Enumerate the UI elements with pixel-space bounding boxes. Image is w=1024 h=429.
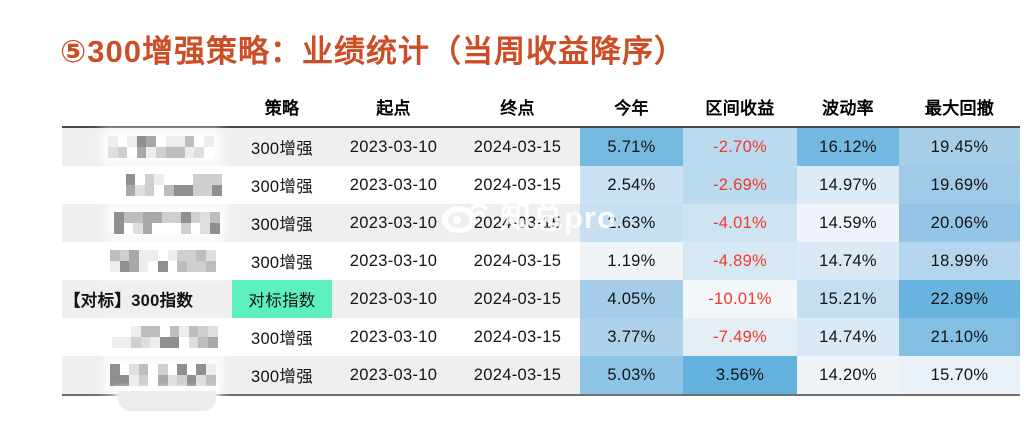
table-header-row: 策略 起点 终点 今年 区间收益 波动率 最大回撤: [62, 86, 1020, 128]
ytd-return-cell: 5.71%: [580, 128, 683, 166]
censored-name-mosaic: [114, 212, 220, 234]
table-row: 300增强 2023-03-10 2024-03-15 3.77% -7.49% 14.7…: [62, 318, 1020, 356]
header-start-date: 起点: [376, 98, 411, 118]
max-drawdown-cell: 18.99%: [899, 242, 1020, 280]
table-row: 【对标】300指数 对标指数 2023-03-10 2024-03-15 4.05% -1…: [62, 280, 1020, 318]
max-drawdown-cell: 19.69%: [899, 166, 1020, 204]
table-row: 300增强 2023-03-10 2024-03-15 2.54% -2.69% 14.9…: [62, 166, 1020, 204]
header-strategy: 策略: [264, 98, 300, 118]
table-body: 300增强 2023-03-10 2024-03-15 5.71% -2.70% 16.1…: [62, 128, 1020, 396]
strategy-cell: 对标指数: [232, 280, 332, 318]
end-date-cell: 2024-03-15: [473, 213, 562, 232]
page-title: ⑤300增强策略：业绩统计（当周收益降序）: [60, 34, 686, 69]
ytd-return-cell: 5.03%: [580, 356, 683, 394]
censored-name-mosaic: [108, 136, 214, 158]
fund-name-cell: [62, 128, 232, 166]
volatility-cell: 14.74%: [797, 242, 899, 280]
table-row: 300增强 2023-03-10 2024-03-15 1.19% -4.89% 14.7…: [62, 242, 1020, 280]
table-row: 300增强 2023-03-10 2024-03-15 5.03% 3.56% 14.20…: [62, 356, 1020, 394]
strategy-cell: 300增强: [250, 330, 314, 348]
volatility-cell: 14.20%: [797, 356, 899, 394]
censored-name-mosaic: [110, 364, 216, 386]
ytd-return-cell: 4.05%: [580, 280, 683, 318]
start-date-cell: 2023-03-10: [349, 327, 438, 346]
interval-return-cell: -4.89%: [683, 242, 797, 280]
ytd-return-cell: 2.63%: [580, 204, 683, 242]
strategy-cell: 300增强: [250, 254, 314, 272]
censor-smudge: [118, 391, 216, 411]
header-ytd: 今年: [614, 98, 649, 118]
max-drawdown-cell: 20.06%: [899, 204, 1020, 242]
interval-return-cell: -10.01%: [683, 280, 797, 318]
max-drawdown-cell: 21.10%: [899, 318, 1020, 356]
interval-return-cell: -2.69%: [683, 166, 797, 204]
interval-return-cell: 3.56%: [683, 356, 797, 394]
volatility-cell: 16.12%: [797, 128, 899, 166]
fund-name-cell: [62, 318, 232, 356]
volatility-cell: 14.59%: [797, 204, 899, 242]
censored-name-mosaic: [116, 174, 222, 196]
header-end-date: 终点: [500, 98, 535, 118]
header-name: [62, 86, 232, 126]
strategy-cell: 300增强: [250, 368, 314, 386]
max-drawdown-cell: 22.89%: [899, 280, 1020, 318]
fund-name-cell: [62, 356, 232, 394]
fund-name-cell: [62, 242, 232, 280]
interval-return-cell: -7.49%: [683, 318, 797, 356]
performance-table: 策略 起点 终点 今年 区间收益 波动率 最大回撤 300增强 2023-03-1…: [62, 86, 1020, 396]
volatility-cell: 14.97%: [797, 166, 899, 204]
end-date-cell: 2024-03-15: [473, 137, 562, 156]
end-date-cell: 2024-03-15: [473, 251, 562, 270]
end-date-cell: 2024-03-15: [473, 365, 562, 384]
max-drawdown-cell: 19.45%: [899, 128, 1020, 166]
strategy-cell: 300增强: [250, 178, 314, 196]
interval-return-cell: -4.01%: [683, 204, 797, 242]
end-date-cell: 2024-03-15: [473, 175, 562, 194]
start-date-cell: 2023-03-10: [349, 137, 438, 156]
header-max-drawdown: 最大回撤: [924, 98, 995, 118]
start-date-cell: 2023-03-10: [349, 213, 438, 232]
table-row: 300增强 2023-03-10 2024-03-15 2.63% -4.01% 14.5…: [62, 204, 1020, 242]
start-date-cell: 2023-03-10: [349, 365, 438, 384]
strategy-cell: 300增强: [250, 140, 314, 158]
ytd-return-cell: 2.54%: [580, 166, 683, 204]
end-date-cell: 2024-03-15: [473, 289, 562, 308]
strategy-cell: 300增强: [250, 216, 314, 234]
fund-name-cell: [62, 204, 232, 242]
max-drawdown-cell: 15.70%: [899, 356, 1020, 394]
table-row: 300增强 2023-03-10 2024-03-15 5.71% -2.70% 16.1…: [62, 128, 1020, 166]
start-date-cell: 2023-03-10: [349, 175, 438, 194]
interval-return-cell: -2.70%: [683, 128, 797, 166]
censored-name-mosaic: [110, 250, 216, 272]
volatility-cell: 14.74%: [797, 318, 899, 356]
end-date-cell: 2024-03-15: [473, 327, 562, 346]
fund-name-cell: [62, 166, 232, 204]
ytd-return-cell: 3.77%: [580, 318, 683, 356]
volatility-cell: 15.21%: [797, 280, 899, 318]
start-date-cell: 2023-03-10: [349, 251, 438, 270]
fund-name-cell: 【对标】300指数: [64, 292, 194, 310]
censored-name-mosaic: [112, 326, 218, 348]
header-interval-return: 区间收益: [705, 98, 775, 118]
header-volatility: 波动率: [822, 98, 874, 118]
ytd-return-cell: 1.19%: [580, 242, 683, 280]
start-date-cell: 2023-03-10: [349, 289, 438, 308]
